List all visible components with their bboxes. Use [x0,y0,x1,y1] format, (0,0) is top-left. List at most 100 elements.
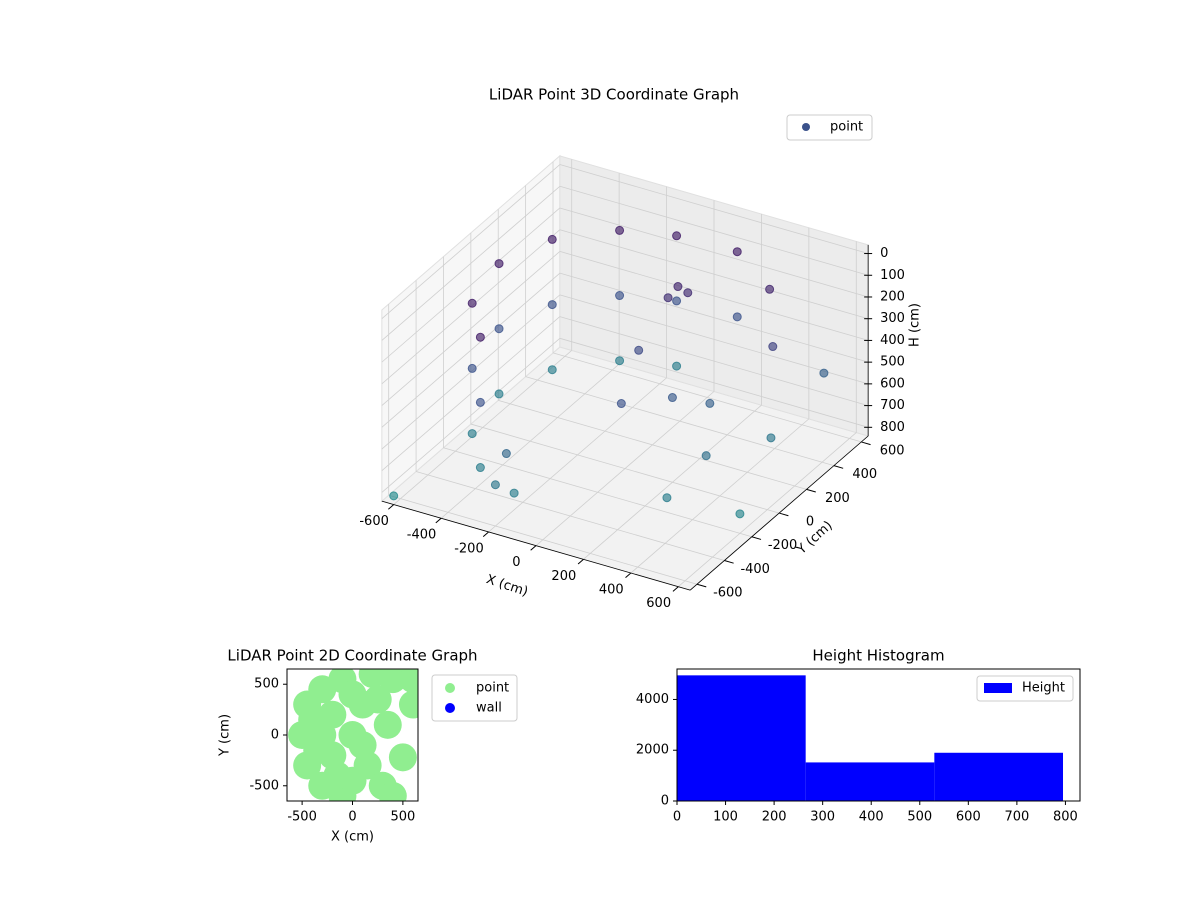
plot-frame [676,668,1081,802]
legend-label: Height [1022,681,1065,696]
tick-mark [806,488,816,493]
grid-line [381,207,561,363]
point [819,368,829,378]
grid-line [559,164,869,254]
y-tick-label: 500 [254,677,279,692]
tick-mark [779,512,789,517]
point [547,365,557,375]
tick-mark [751,536,762,540]
point [701,451,711,461]
grid-line [559,337,869,428]
y-tick-label: -200 [768,538,798,553]
grid-line [381,164,561,319]
y-tick-label: 400 [852,467,877,482]
axis-line [689,435,869,591]
point [735,509,745,519]
grid-line [525,376,835,467]
tick-mark [530,545,537,551]
legend-marker [445,683,455,693]
z-tick-label: 800 [880,420,905,435]
tick-mark [696,583,707,588]
point [616,399,626,409]
grid-line [559,251,869,341]
grid-line [559,185,869,276]
chart-title: LiDAR Point 2D Coordinate Graph [227,647,477,665]
legend-marker [802,123,810,131]
z-tick-label: 500 [880,355,905,370]
x-tick-label: 200 [762,810,787,825]
grid-line [381,185,561,341]
tick-mark [482,531,489,537]
x-tick-label: 200 [551,569,576,584]
point [547,234,557,244]
z-tick-label: 0 [880,246,888,261]
grid-line [381,251,561,406]
z-axis-label: H (cm) [908,303,923,347]
tick-mark [861,441,871,446]
x-tick-label: 100 [713,810,738,825]
grid-line [559,207,869,298]
point [501,449,511,459]
point [766,433,776,443]
x-tick-label: 800 [1053,810,1078,825]
point [667,393,677,403]
point [338,680,367,709]
grid-line [559,229,869,320]
grid-line [559,272,869,363]
point [683,288,693,298]
point [732,247,742,257]
y-tick-label: -400 [740,562,770,577]
grid-line [381,316,561,472]
x-tick-label: 0 [512,555,520,570]
point [732,312,742,322]
z-tick-label: 300 [880,311,905,326]
point [663,293,673,303]
x-tick-label: 700 [1004,810,1029,825]
grid-line [559,294,869,385]
z-tick-label: 200 [880,289,905,304]
plot-points [288,669,418,801]
tick-mark [435,517,442,524]
point [673,282,683,292]
point [475,332,485,342]
y-tick-label: 600 [880,443,905,458]
y-tick-label: 2000 [636,743,669,758]
point [672,296,682,306]
x-tick-label: -400 [407,528,437,543]
x-tick-label: -500 [287,810,317,825]
grid-line [552,352,862,443]
point [378,781,407,801]
point [705,398,715,408]
point [363,685,392,714]
point [490,480,500,490]
tick-mark [833,465,844,469]
point [398,669,418,694]
point [672,361,682,371]
legend-marker [445,703,455,713]
point [373,710,402,739]
legend-label: point [476,681,509,696]
point [768,342,778,352]
y-tick-label: -600 [713,586,743,601]
tick-mark [724,560,734,564]
point [298,705,327,734]
point [494,324,504,334]
point [475,463,485,473]
x-tick-label: 600 [956,810,981,825]
point [547,300,557,310]
point [494,259,504,269]
y-tick-label: 200 [825,491,850,506]
point [389,491,399,501]
x-tick-label: 0 [348,810,356,825]
y-tick-label: 4000 [636,692,669,707]
point [615,291,625,301]
grid-line [381,272,561,428]
legend-swatch [984,683,1012,693]
point [494,389,504,399]
y-tick-label: 0 [806,514,814,529]
x-tick-label: -600 [359,514,389,529]
point [467,429,477,439]
z-tick-label: 700 [880,398,905,413]
legend-label: point [830,120,863,135]
